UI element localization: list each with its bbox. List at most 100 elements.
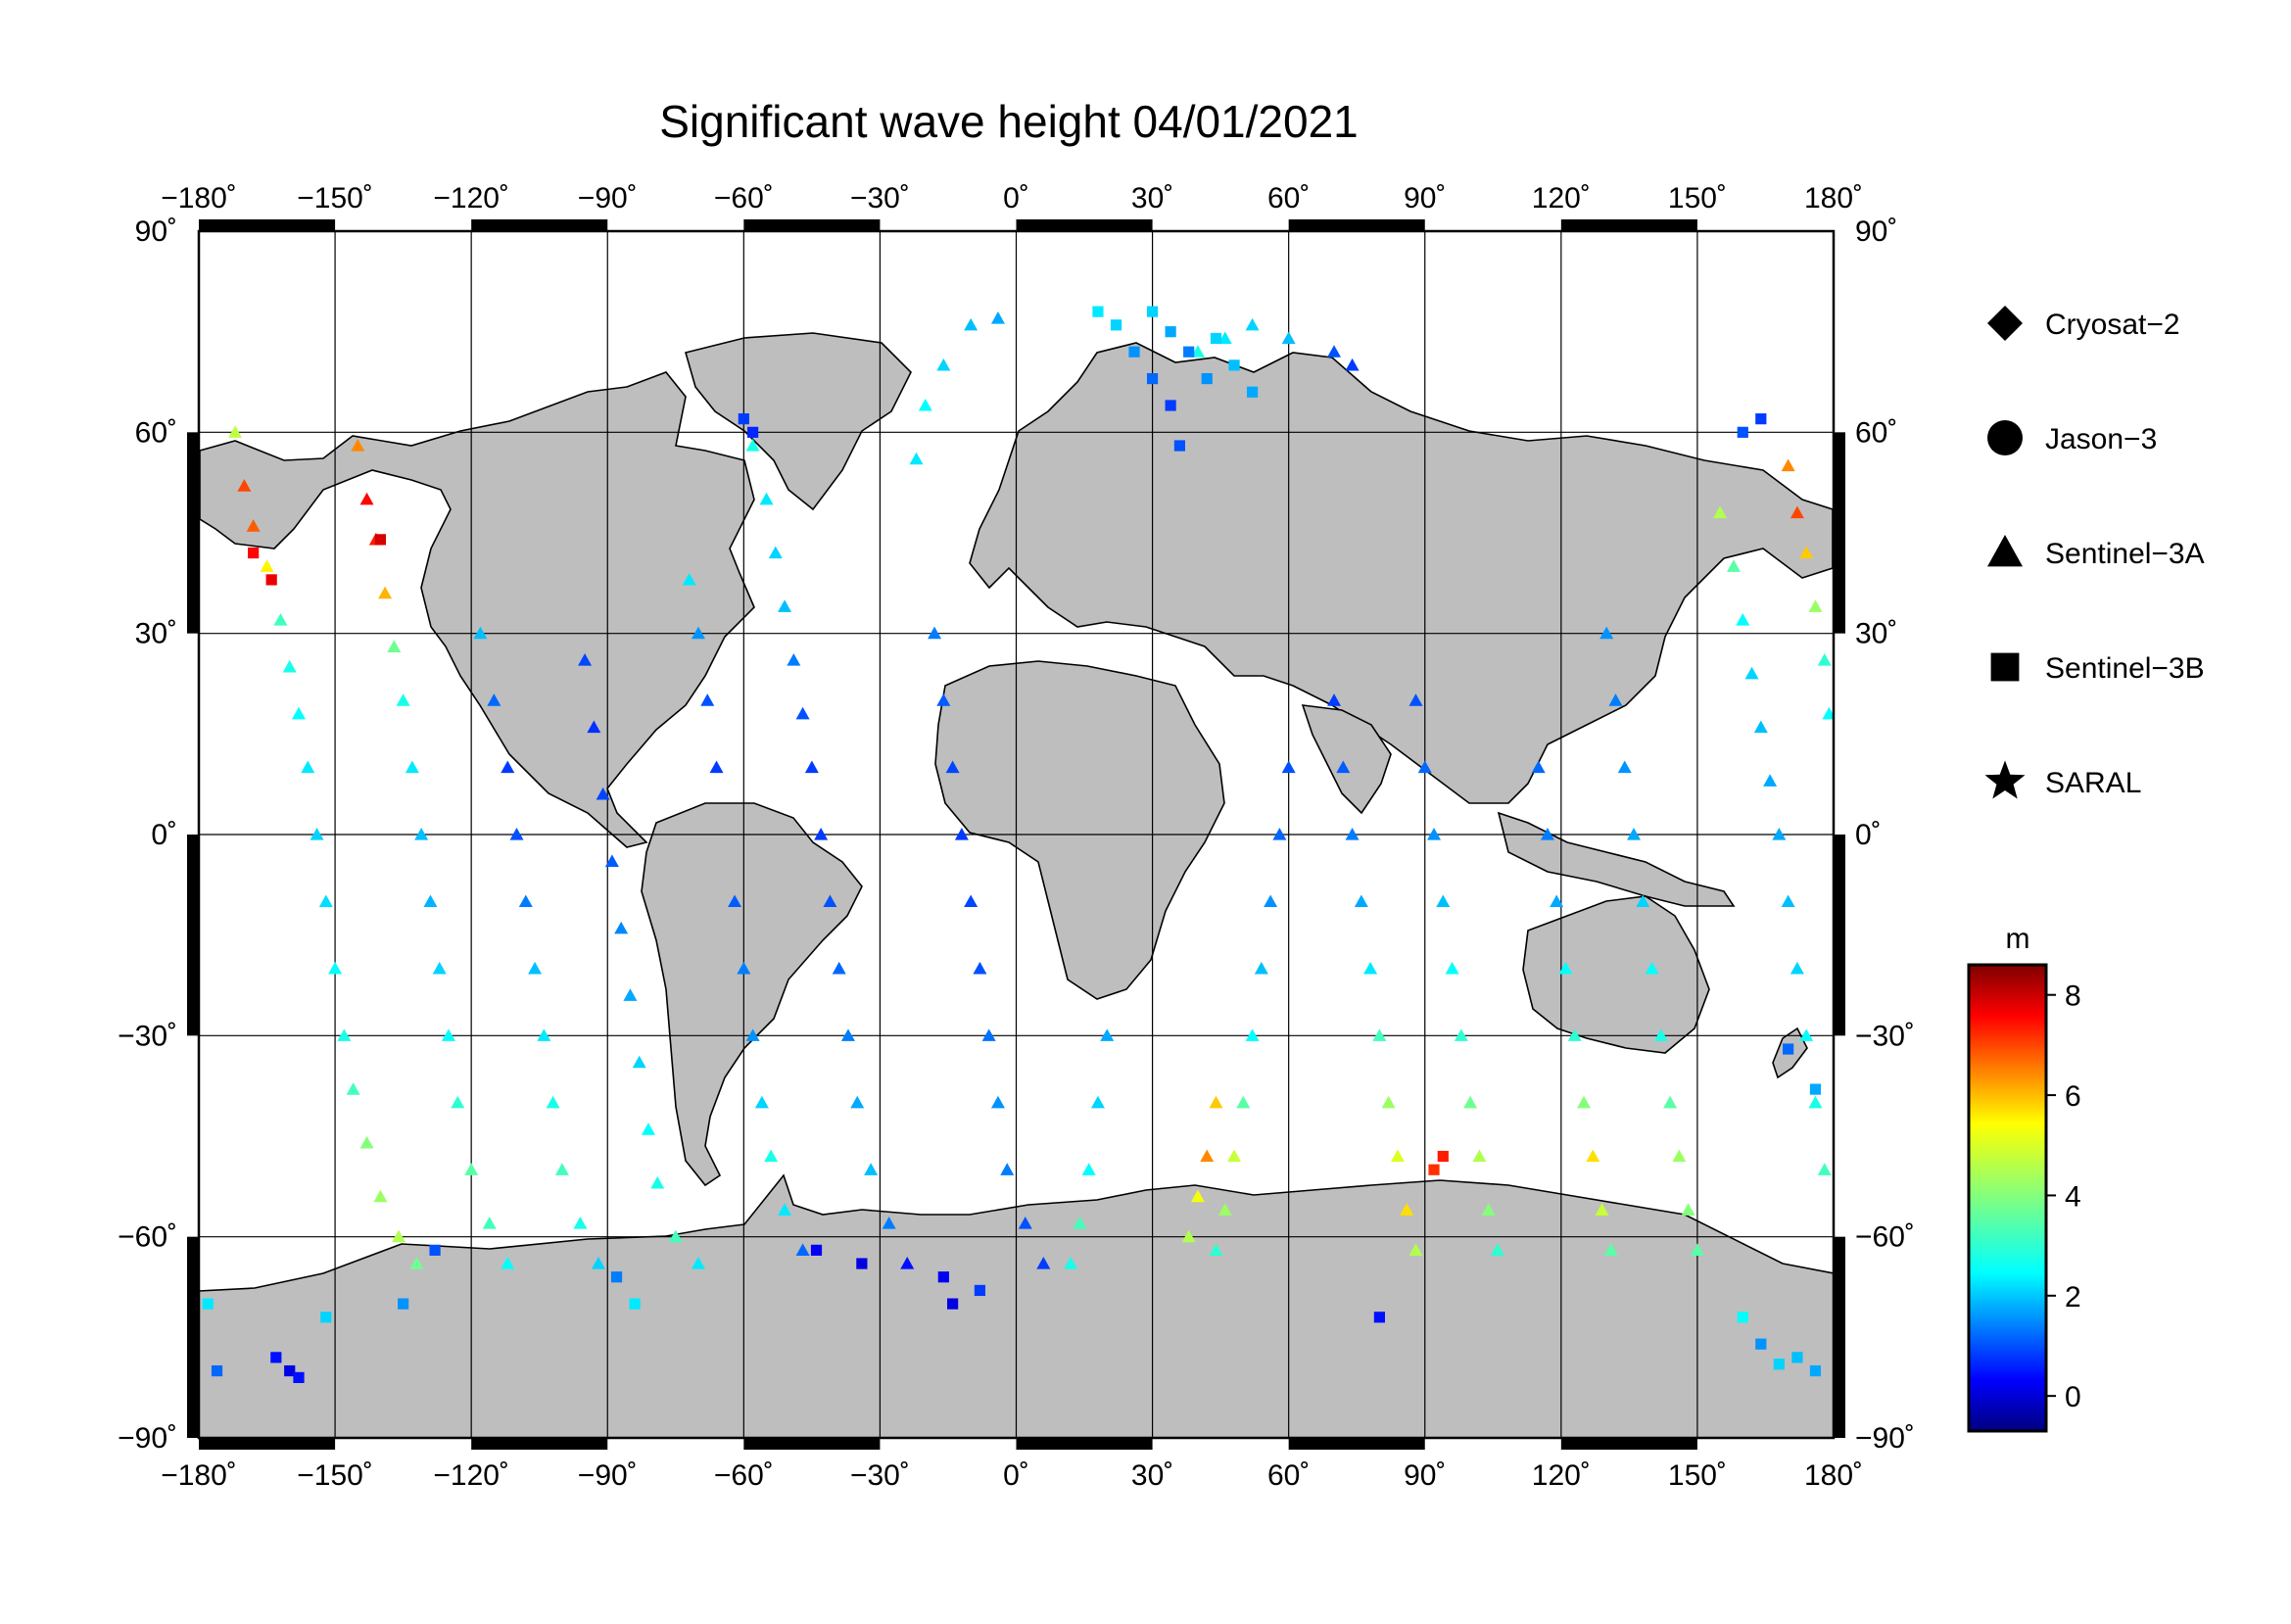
track-point: [604, 854, 619, 867]
track-point: [501, 1257, 515, 1269]
track-point: [211, 1364, 223, 1377]
track-point: [587, 720, 601, 734]
track-point: [745, 439, 760, 452]
legend-label: Jason−3: [2045, 423, 2157, 455]
track-point: [864, 1163, 879, 1175]
lon-tick-label-top: 0˚: [1003, 182, 1029, 215]
track-point: [1417, 760, 1432, 774]
track-point: [738, 413, 749, 425]
track-point: [1550, 894, 1564, 908]
track-point: [441, 1028, 455, 1041]
track-point: [328, 961, 343, 975]
track-point: [1772, 828, 1787, 840]
legend: Cryosat−2 Jason−3 Sentinel−3A Sentinel−3B SA…: [1984, 306, 2205, 799]
lon-tick-label-bottom: −60˚: [714, 1459, 774, 1492]
track-point: [1586, 1149, 1600, 1163]
land-south-america: [641, 802, 863, 1187]
map-frame-ticks: [187, 219, 1845, 1450]
track-point: [291, 706, 306, 720]
track-point: [981, 1028, 996, 1041]
legend-symbol-star: [1984, 760, 2026, 799]
frame-bar-bottom: [1560, 1438, 1697, 1450]
track-point: [596, 787, 610, 800]
track-point: [1809, 1083, 1822, 1095]
track-point: [936, 358, 951, 371]
track-point: [682, 572, 696, 586]
track-point: [396, 693, 410, 706]
track-point: [1663, 1095, 1678, 1109]
frame-bar-top: [1560, 219, 1697, 231]
track-point: [882, 1216, 896, 1229]
track-point: [273, 612, 288, 626]
track-point: [1110, 319, 1122, 331]
track-point: [1608, 693, 1623, 706]
track-point: [1595, 1203, 1609, 1216]
track-point: [1753, 720, 1768, 734]
track-point: [945, 760, 960, 774]
track-point: [1763, 774, 1778, 787]
track-point: [1345, 828, 1360, 840]
track-point: [1336, 760, 1351, 774]
frame-bar-top: [199, 219, 336, 231]
track-point: [778, 599, 792, 612]
track-point: [591, 1257, 605, 1269]
track-point: [1190, 1189, 1205, 1203]
lat-tick-label-left: −90˚: [118, 1422, 177, 1455]
track-point: [964, 317, 978, 331]
lat-tick-label-left: −60˚: [118, 1221, 177, 1254]
lon-tick-label-bottom: 150˚: [1668, 1459, 1727, 1492]
lon-tick-label-bottom: −180˚: [161, 1459, 237, 1492]
lat-tick-label-left: 30˚: [135, 618, 177, 650]
track-point: [518, 894, 533, 908]
lon-tick-label-top: 60˚: [1267, 182, 1310, 215]
lon-tick-label-top: 150˚: [1668, 182, 1727, 215]
frame-bar-bottom: [471, 1438, 608, 1450]
track-point: [1372, 1028, 1387, 1041]
track-point: [282, 659, 297, 673]
track-point: [391, 1229, 406, 1243]
track-point: [1200, 1149, 1215, 1163]
track-point: [1209, 1095, 1223, 1109]
track-point: [1381, 1095, 1396, 1109]
frame-bar-bottom: [199, 1438, 336, 1450]
track-point: [1744, 666, 1759, 680]
track-point: [610, 1271, 623, 1283]
frame-bar-right: [1834, 432, 1845, 634]
frame-bar-top: [1016, 219, 1153, 231]
track-point: [1000, 1163, 1015, 1175]
track-point: [974, 1284, 986, 1297]
track-point: [1681, 1203, 1695, 1216]
track-point: [1481, 1203, 1496, 1216]
land-europe-asia: [969, 342, 1834, 804]
track-point: [573, 1216, 588, 1229]
track-point: [293, 1371, 305, 1383]
lat-tick-label-right: 0˚: [1855, 819, 1882, 851]
track-point: [528, 961, 543, 975]
lat-tick-label-left: −30˚: [118, 1020, 177, 1052]
track-point: [623, 988, 638, 1001]
track-point: [614, 921, 629, 934]
track-point: [228, 425, 243, 438]
track-point: [1183, 346, 1195, 358]
track-point: [246, 519, 261, 532]
track-point: [1245, 1028, 1260, 1041]
lat-tick-label-left: 0˚: [151, 819, 177, 851]
colorbar-tick-label: 4: [2065, 1180, 2081, 1213]
lon-tick-label-bottom: 180˚: [1804, 1459, 1863, 1492]
track-point: [1146, 306, 1159, 317]
track-point: [754, 1095, 769, 1109]
track-point: [1146, 372, 1159, 385]
track-point: [509, 828, 524, 840]
track-point: [374, 534, 387, 546]
track-point: [1228, 359, 1240, 371]
frame-bar-left: [187, 432, 199, 634]
colorbar-tick-label: 8: [2065, 980, 2081, 1013]
track-point: [954, 828, 969, 840]
colorbar-ticks: 0 2 4 6 8: [2046, 980, 2081, 1413]
lat-tick-label-right: 30˚: [1855, 618, 1897, 650]
track-point: [840, 1028, 855, 1041]
land-india: [1301, 704, 1392, 815]
track-point: [1173, 440, 1185, 452]
track-point: [745, 1028, 760, 1041]
track-point: [850, 1095, 865, 1109]
